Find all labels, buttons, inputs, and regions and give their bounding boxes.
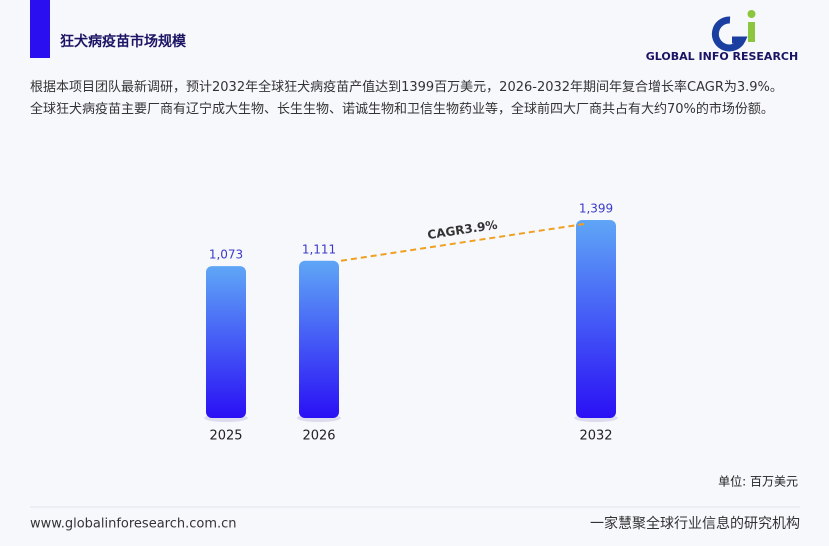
unit-label: 单位: 百万美元 [718, 474, 798, 489]
x-tick-label: 2026 [302, 429, 335, 444]
description: 根据本项目团队最新调研，预计2032年全球狂犬病疫苗产值达到1399百万美元，2… [30, 80, 783, 117]
value-label: 1,073 [209, 248, 243, 262]
bar [206, 266, 246, 418]
value-label: 1,399 [579, 202, 613, 216]
cagr-label: CAGR3.9% [427, 218, 499, 242]
bar [576, 220, 616, 418]
title-accent [30, 0, 50, 58]
bar [299, 260, 339, 418]
x-tick-label: 2032 [579, 429, 612, 444]
logo-mark [711, 10, 756, 52]
footer-website: www.globalinforesearch.com.cn [30, 517, 237, 532]
value-label: 1,111 [302, 242, 336, 256]
page-title: 狂犬病疫苗市场规模 [60, 33, 187, 50]
cagr-line [340, 223, 585, 262]
logo-text: GLOBAL INFO RESEARCH [646, 50, 798, 63]
x-tick-label: 2025 [209, 429, 242, 444]
footer-slogan: 一家慧聚全球行业信息的研究机构 [590, 515, 800, 532]
